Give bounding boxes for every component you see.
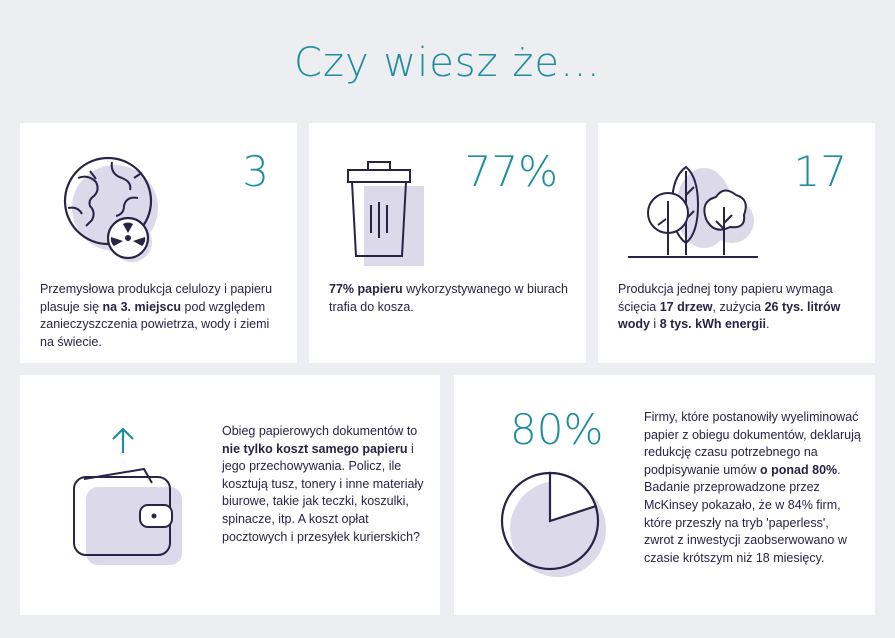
- fact-text-run: Obieg papierowych dokumentów to: [222, 424, 418, 438]
- fact-number: 17: [793, 147, 847, 196]
- fact-text-bold: na 3. miejscu: [102, 299, 182, 314]
- fact-text-run: Przemysłowa produkcja celulozy i papieru…: [40, 282, 273, 314]
- page-title: Czy wiesz że…: [294, 40, 601, 86]
- wallet-icon: [73, 467, 182, 565]
- fact-text: Produkcja jednej tony papieru wymaga ści…: [618, 281, 858, 334]
- fact-text-run: .: [765, 317, 770, 332]
- globe-recycle-icon: [63, 156, 158, 262]
- fact-text-run: Firmy, które postanowiły wyeliminować pa…: [644, 410, 861, 477]
- trees-icon: [628, 165, 758, 258]
- fact-text-bold: 26 tys. litrów wody: [618, 299, 841, 332]
- fact-text-run: i jego przechowywania. Policz, ile koszt…: [222, 441, 424, 544]
- fact-text-bold: 8 tys. kWh energii: [659, 317, 766, 332]
- fact-text-run: , zużycia: [712, 299, 765, 314]
- fact-number: 3: [242, 147, 269, 196]
- fact-text: Obieg papierowych dokumentów to nie tylk…: [222, 423, 432, 546]
- fact-text-run: i: [649, 317, 660, 332]
- fact-text-bold: 77% papieru: [329, 282, 403, 296]
- fact-number: 80%: [510, 405, 604, 454]
- pie-chart-icon: [500, 471, 606, 577]
- fact-text-run: Produkcja jednej tony papieru wymaga ści…: [618, 282, 833, 314]
- trash-bin-icon: [347, 161, 424, 266]
- fact-text: Przemysłowa produkcja celulozy i papieru…: [40, 281, 280, 351]
- fact-text-run: pod względem zanieczyszczenia powietrza,…: [40, 299, 270, 349]
- fact-text-run: . Badanie przeprowadzone przez McKinsey …: [644, 462, 847, 565]
- fact-text-bold: o ponad 80%: [760, 462, 838, 477]
- fact-card-office-paper: 77% 77% papieru wykorzystywanego w biura…: [309, 123, 586, 363]
- fact-number: 77%: [464, 147, 558, 196]
- fact-text: Firmy, które postanowiły wyeliminować pa…: [644, 409, 862, 567]
- fact-card-costs: Obieg papierowych dokumentów to nie tylk…: [20, 375, 440, 615]
- fact-card-trees: 17 Produkcja jednej tony papieru wymaga …: [598, 123, 875, 363]
- fact-text-bold: 17 drzew: [659, 299, 713, 314]
- fact-card-paperless: 80% Firmy, które postanowiły wyeliminowa…: [454, 375, 875, 615]
- fact-text-run: wykorzystywanego w biurach trafia do kos…: [329, 282, 568, 314]
- arrow-up-icon: [112, 427, 134, 453]
- fact-card-pollution: 3 Przemysłowa produkcja celulozy i papie…: [20, 123, 297, 363]
- fact-text-bold: nie tylko koszt samego papieru: [222, 441, 408, 456]
- fact-text: 77% papieru wykorzystywanego w biurach t…: [329, 281, 569, 316]
